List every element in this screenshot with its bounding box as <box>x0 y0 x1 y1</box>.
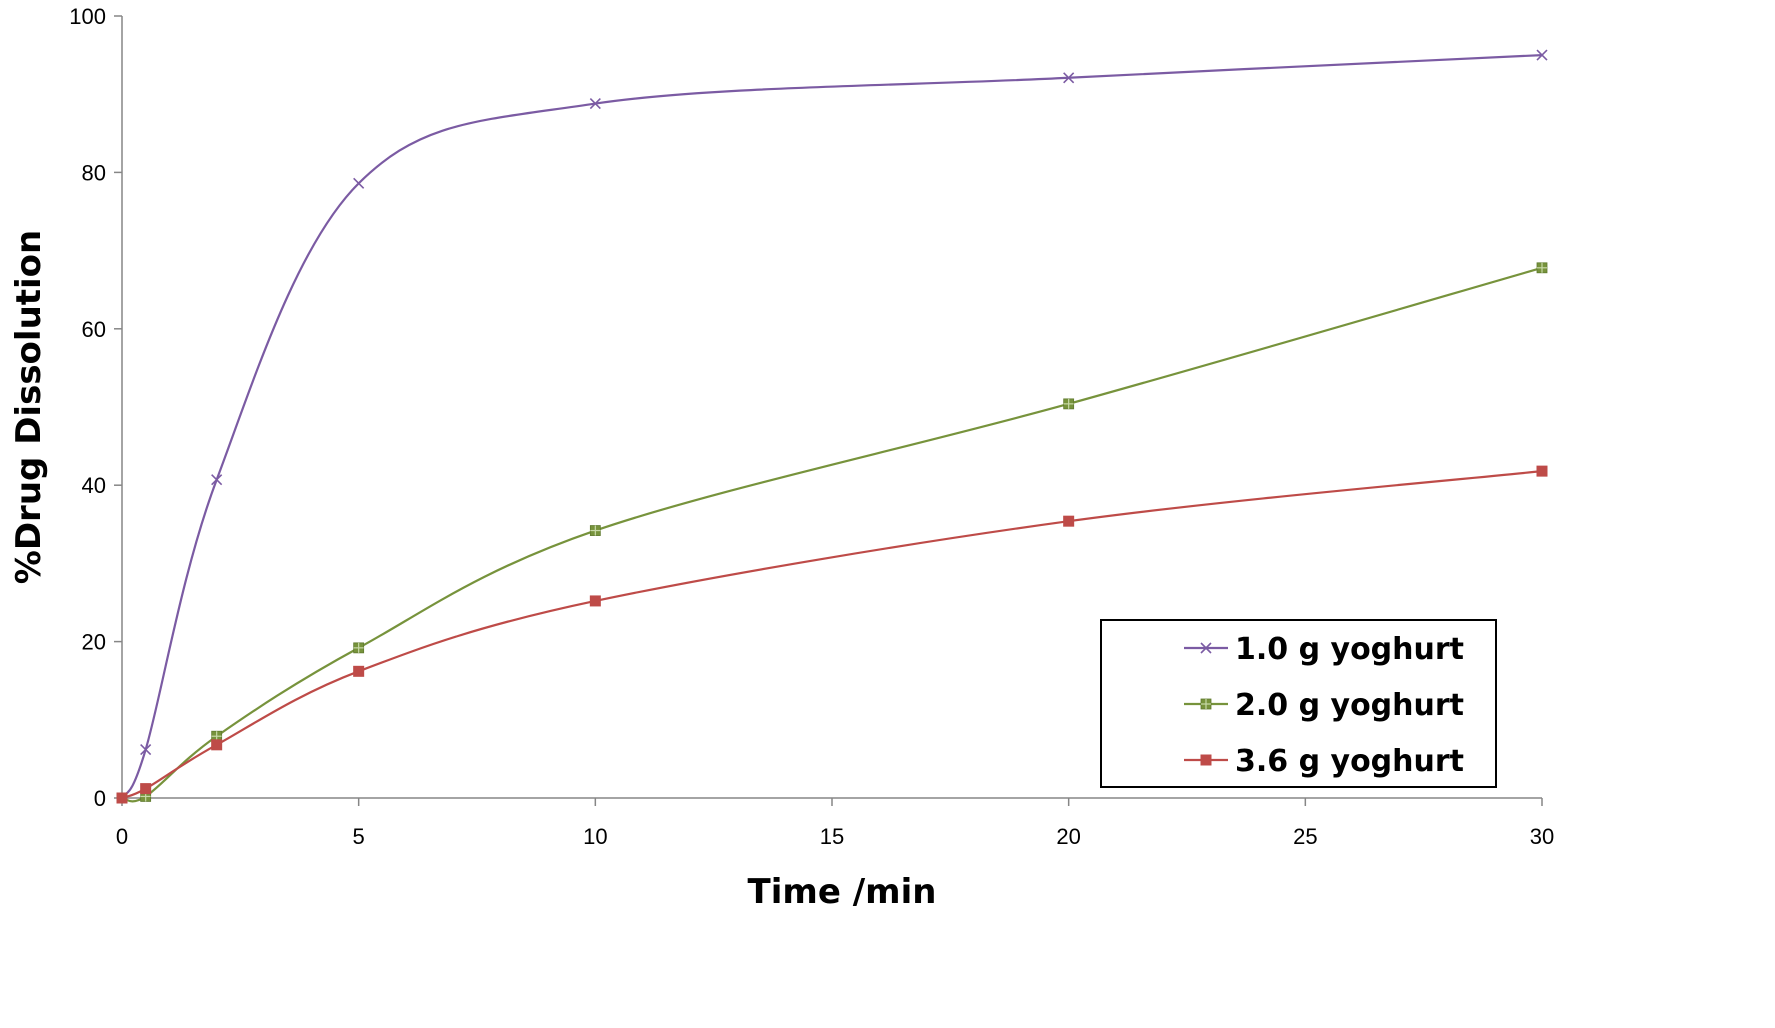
series-line <box>121 470 1543 800</box>
y-axis-title: %Drug Dissolution <box>9 230 49 584</box>
legend-label: 1.0 g yoghurt <box>1235 632 1464 667</box>
y-tick-label: 80 <box>82 160 106 185</box>
x-axis-title: Time /min <box>748 872 937 912</box>
y-tick-label: 20 <box>82 630 106 655</box>
data-point <box>1536 49 1548 61</box>
legend-marker <box>1200 698 1212 710</box>
data-point <box>353 177 365 189</box>
series-line <box>121 54 1543 799</box>
data-point <box>1536 262 1548 274</box>
x-tick-label: 25 <box>1293 824 1317 849</box>
data-point <box>211 739 223 751</box>
marker-stroke <box>211 474 223 486</box>
data-point <box>116 792 128 804</box>
x-tick-label: 5 <box>353 824 365 849</box>
legend-entry-3: 3.6 g yoghurt <box>1184 744 1464 779</box>
series-1 <box>116 49 1548 804</box>
legend-entry-2: 2.0 g yoghurt <box>1184 688 1464 723</box>
data-point <box>353 665 365 677</box>
x-tick-label: 30 <box>1530 824 1554 849</box>
marker-stroke <box>1200 642 1212 654</box>
series-layer <box>116 49 1548 804</box>
y-tick-label: 60 <box>82 317 106 342</box>
data-point <box>589 98 601 110</box>
axes: 0 20 40 60 80 100 0 5 10 15 20 25 30 <box>69 4 1554 849</box>
y-tick-label: 40 <box>82 473 106 498</box>
marker-stroke <box>1063 72 1075 84</box>
y-tick-label: 0 <box>94 786 106 811</box>
data-point <box>589 595 601 607</box>
data-point <box>1063 515 1075 527</box>
x-tick-label: 10 <box>583 824 607 849</box>
data-point <box>589 525 601 536</box>
marker-stroke <box>140 743 152 756</box>
marker-stroke <box>353 177 365 189</box>
data-point <box>140 743 152 756</box>
series-line <box>121 266 1543 803</box>
data-point <box>140 783 152 795</box>
legend-label: 2.0 g yoghurt <box>1235 688 1464 723</box>
data-point <box>211 474 223 486</box>
legend-box <box>1100 619 1497 788</box>
series-3 <box>116 465 1548 804</box>
data-point <box>1063 72 1075 84</box>
x-tick-label: 0 <box>116 824 128 849</box>
data-point <box>1536 465 1548 477</box>
marker-stroke <box>589 98 601 110</box>
legend-entry-1: 1.0 g yoghurt <box>1184 632 1464 667</box>
data-point <box>1063 398 1075 410</box>
y-tick-label: 100 <box>69 4 106 29</box>
legend-marker <box>1200 642 1212 654</box>
legend-marker <box>1200 754 1212 766</box>
legend-label: 3.6 g yoghurt <box>1235 744 1464 779</box>
marker-stroke <box>1536 49 1548 61</box>
legend: 1.0 g yoghurt 2.0 g yoghurt 3.6 g yoghurt <box>1100 619 1497 788</box>
x-tick-label: 15 <box>820 824 844 849</box>
data-point <box>353 642 365 654</box>
x-tick-label: 20 <box>1056 824 1080 849</box>
